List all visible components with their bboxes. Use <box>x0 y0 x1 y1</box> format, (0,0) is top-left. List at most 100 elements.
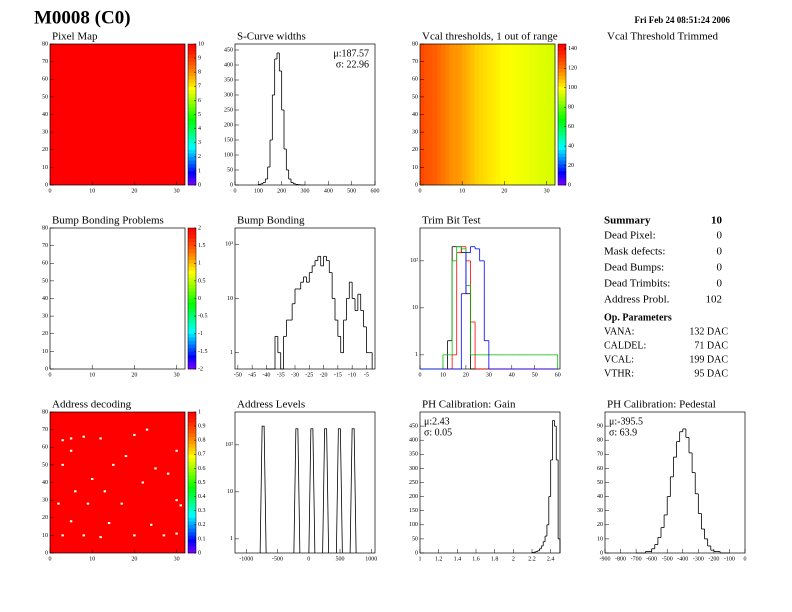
y-tick-label: 80 <box>412 41 418 47</box>
x-tick-label: 10 <box>89 372 95 378</box>
colorbar-step <box>188 238 196 243</box>
z-tick-label: 4 <box>198 126 201 132</box>
colorbar-step <box>558 61 566 66</box>
date: Fri Feb 24 08:51:24 2006 <box>635 15 731 25</box>
z-tick-label: 40 <box>568 143 574 149</box>
y-tick-label: 70 <box>412 59 418 65</box>
colorbar-step <box>558 100 566 105</box>
colorbar-step <box>188 163 196 168</box>
dead-pixel <box>69 437 73 440</box>
colorbar-step <box>558 163 566 168</box>
colorbar-step <box>188 181 196 186</box>
spike <box>335 428 343 554</box>
colorbar-step <box>188 110 196 115</box>
dead-pixel <box>175 532 178 535</box>
colorbar-step <box>188 545 196 550</box>
y-tick-label: 40 <box>42 112 48 118</box>
stat-line: σ: 22.96 <box>336 59 369 70</box>
colorbar-step <box>188 478 196 483</box>
colorbar-step <box>188 486 196 490</box>
map-column <box>500 44 505 185</box>
dead-pixel <box>82 435 85 438</box>
colorbar-step <box>188 450 196 455</box>
summary-title: Summary <box>604 215 651 227</box>
y-tick-label: 40 <box>597 494 603 500</box>
colorbar-step <box>188 242 196 246</box>
op-label: CALDEL: <box>604 340 646 351</box>
z-tick-label: 6 <box>198 98 201 104</box>
dead-pixel <box>175 449 178 452</box>
map-column <box>462 44 467 185</box>
y-tick-label: 40 <box>42 296 48 302</box>
colorbar-step <box>188 419 196 423</box>
colorbar-step <box>188 270 196 275</box>
colorbar-step <box>188 440 196 445</box>
colorbar-step <box>558 118 566 122</box>
colorbar-step <box>188 142 196 147</box>
y-tick-label: 60 <box>42 261 48 267</box>
x-tick-label: -200 <box>708 556 719 562</box>
x-tick-label: 0 <box>49 556 52 562</box>
summary-count: 10 <box>711 215 723 227</box>
map-column <box>474 44 480 185</box>
map-column <box>449 44 455 185</box>
stat-line: σ: 63.9 <box>609 427 637 438</box>
x-tick-label: 200 <box>277 188 286 194</box>
colorbar-step <box>558 170 566 175</box>
x-tick-label: -10 <box>348 372 356 378</box>
y-tick-label: 60 <box>42 77 48 83</box>
colorbar-step <box>558 65 566 69</box>
x-tick-label: -5 <box>364 372 369 378</box>
z-tick-label: 0.5 <box>198 480 206 486</box>
colorbar-step <box>188 510 196 515</box>
y-tick-label: 10² <box>225 442 233 448</box>
y-tick-label: 400 <box>409 438 418 444</box>
map-column <box>453 44 459 185</box>
y-tick-label: 250 <box>224 107 233 113</box>
x-tick-label: 0 <box>419 188 422 194</box>
map-column <box>432 44 438 185</box>
summary-value: 0 <box>717 262 723 274</box>
y-tick-label: 70 <box>42 427 48 433</box>
colorbar-step <box>188 344 196 349</box>
x-tick-label: -900 <box>600 556 611 562</box>
colorbar-step <box>188 524 196 529</box>
dead-pixel <box>61 534 64 537</box>
x-tick-label: 1000 <box>365 556 377 562</box>
x-tick-label: 500 <box>336 556 345 562</box>
y-tick-label: 40 <box>412 112 418 118</box>
colorbar-step <box>558 125 566 129</box>
z-tick-label: 2 <box>198 225 201 231</box>
dead-pixel <box>133 534 136 537</box>
y-tick-label: 200 <box>409 494 418 500</box>
map-column <box>546 44 552 185</box>
dead-pixel <box>150 523 153 526</box>
dead-pixel <box>145 428 149 431</box>
colorbar-step <box>188 125 196 129</box>
x-tick-label: 30 <box>544 188 550 194</box>
spike <box>308 428 316 554</box>
colorbar-step <box>558 153 566 158</box>
colorbar-step <box>188 340 196 345</box>
colorbar-step <box>188 96 196 101</box>
z-tick-label: 0 <box>198 296 201 302</box>
colorbar-step <box>188 351 196 356</box>
op-label: VCAL: <box>604 354 634 365</box>
x-tick-label: -300 <box>693 556 704 562</box>
stat-line: μ:2.43 <box>424 416 450 427</box>
x-tick-label: 20 <box>131 556 137 562</box>
x-tick-label: 500 <box>347 188 356 194</box>
colorbar-step <box>188 464 196 469</box>
y-tick-label: 20 <box>42 331 48 337</box>
x-tick-label: -35 <box>277 372 285 378</box>
op-title: Op. Parameters <box>604 312 672 323</box>
colorbar-step <box>188 68 196 73</box>
colorbar-step <box>188 93 196 98</box>
map-column <box>491 44 497 185</box>
dead-pixel <box>133 433 136 436</box>
colorbar-step <box>188 457 196 462</box>
colorbar-step <box>188 316 196 320</box>
y-tick-label: 400 <box>224 62 233 68</box>
x-tick-label: 10 <box>89 188 95 194</box>
colorbar-step <box>188 412 196 416</box>
